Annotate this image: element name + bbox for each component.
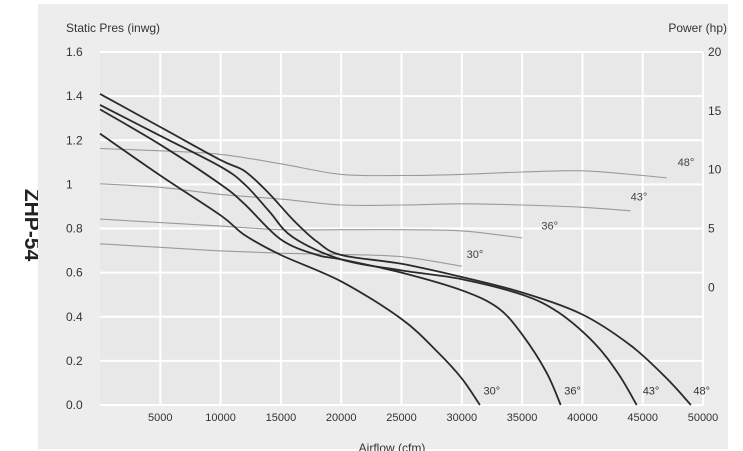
pressure-curve-48 — [99, 93, 692, 406]
y2-tick-label: 0 — [708, 280, 715, 294]
x-axis-title: Airflow (cfm) — [359, 441, 426, 451]
y-tick-label: 0.8 — [66, 222, 83, 236]
power-curve-label: 48° — [678, 157, 695, 169]
power-curve-label: 30° — [467, 249, 484, 261]
power-curve-label: 36° — [541, 221, 558, 233]
power-curve-label: 43° — [631, 191, 648, 203]
curve-labels: 30° 36° 43° 48° 30° 36° 43° 48° — [467, 157, 710, 397]
y-tick-label: 0.2 — [66, 354, 83, 368]
y2-axis-title: Power (hp) — [668, 21, 727, 35]
pressure-curve-label: 48° — [693, 385, 710, 397]
x-tick-label: 35000 — [507, 412, 538, 424]
x-axis: 5000 10000 15000 20000 25000 30000 35000 40000 4… — [148, 412, 718, 424]
y-axis-right: 0 5 10 15 20 — [708, 45, 722, 294]
x-tick-label: 15000 — [266, 412, 297, 424]
y2-tick-label: 15 — [708, 104, 722, 118]
power-curve-48 — [99, 147, 667, 179]
x-tick-label: 25000 — [386, 412, 417, 424]
x-tick-label: 10000 — [205, 412, 236, 424]
x-tick-label: 45000 — [627, 412, 658, 424]
y-tick-label: 1 — [66, 177, 73, 191]
pressure-curve-43 — [99, 104, 638, 406]
x-tick-label: 5000 — [148, 412, 172, 424]
y-tick-label: 1.4 — [66, 89, 83, 103]
pressure-curve-label: 43° — [643, 385, 660, 397]
x-tick-label: 50000 — [688, 412, 719, 424]
pressure-curves — [99, 93, 692, 406]
y-tick-label: 0.4 — [66, 310, 83, 324]
y2-tick-label: 10 — [708, 163, 722, 177]
pressure-curve-label: 30° — [484, 385, 501, 397]
y-tick-label: 0.0 — [66, 398, 83, 412]
y-tick-label: 0.6 — [66, 266, 83, 280]
grid — [100, 51, 704, 406]
power-curves — [99, 147, 667, 267]
x-tick-label: 30000 — [447, 412, 478, 424]
y-tick-label: 1.6 — [66, 45, 83, 59]
pressure-curve-label: 36° — [564, 385, 581, 397]
y2-tick-label: 20 — [708, 45, 722, 59]
pressure-curve-30 — [99, 132, 481, 406]
x-tick-label: 40000 — [567, 412, 598, 424]
power-curve-36 — [99, 218, 523, 239]
power-curve-30 — [99, 243, 462, 267]
x-tick-label: 20000 — [326, 412, 357, 424]
y2-tick-label: 5 — [708, 222, 715, 236]
y-axis-title: Static Pres (inwg) — [66, 21, 160, 35]
power-curve-43 — [99, 183, 631, 212]
y-axis-left: 0.0 0.2 0.4 0.6 0.8 1 1.2 1.4 1.6 — [66, 45, 83, 412]
y-tick-label: 1.2 — [66, 133, 83, 147]
